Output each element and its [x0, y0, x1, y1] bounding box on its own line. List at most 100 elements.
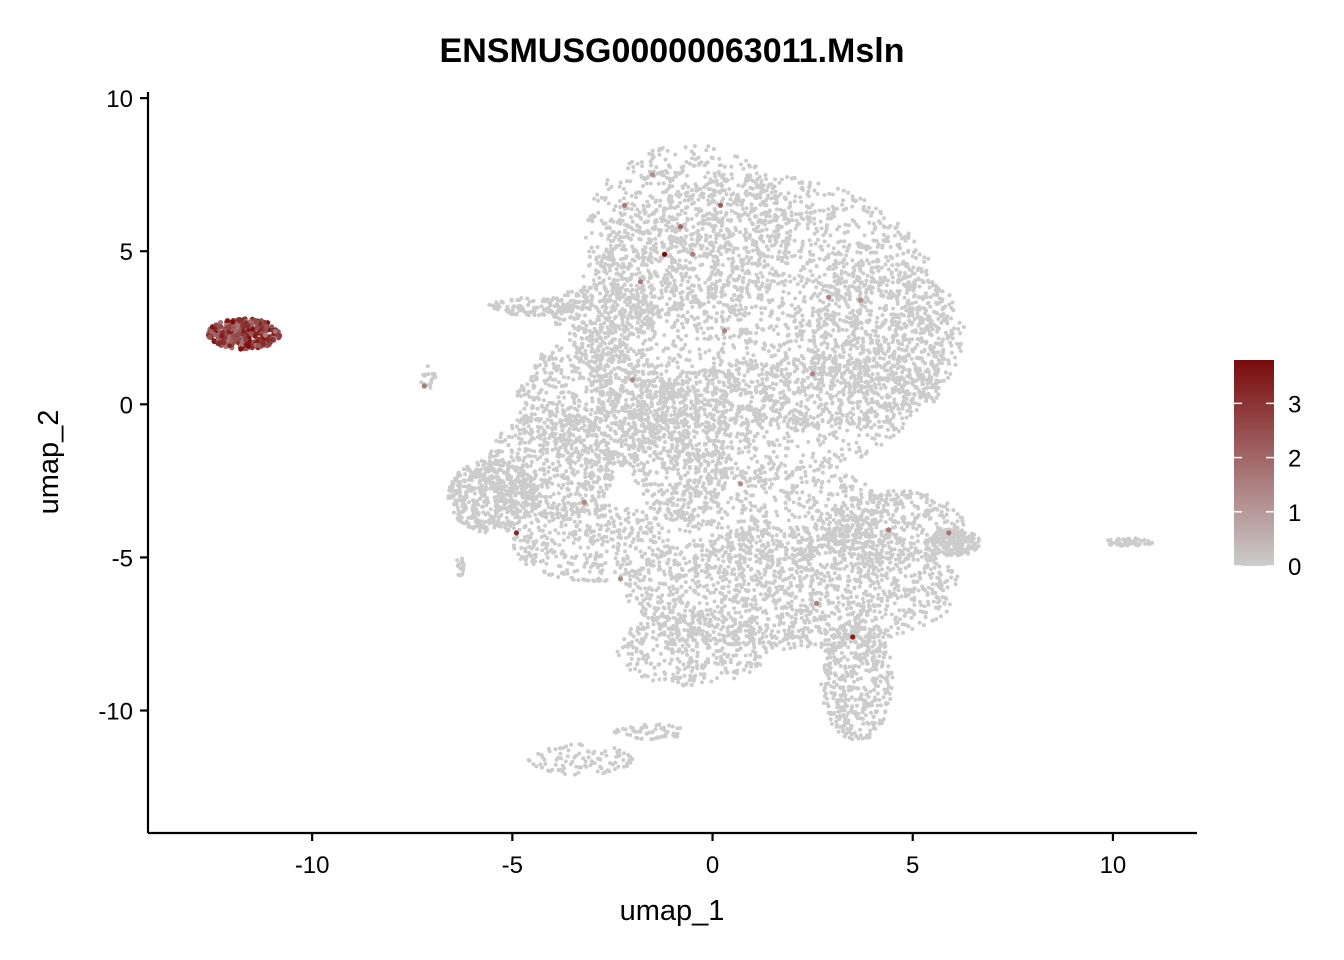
cell-point — [682, 198, 687, 203]
cell-point — [676, 365, 681, 370]
cell-point — [684, 234, 688, 239]
cell-point — [572, 342, 576, 347]
cell-point — [840, 453, 845, 457]
cell-point — [608, 218, 613, 223]
cell-point — [912, 250, 917, 255]
cell-point — [878, 343, 883, 348]
cell-point — [706, 198, 711, 203]
cell-point — [953, 355, 957, 360]
cell-point — [695, 238, 700, 242]
cell-point — [708, 234, 713, 239]
cell-point — [825, 345, 830, 350]
cell-point — [560, 403, 565, 408]
cell-point — [633, 311, 638, 316]
cell-point — [777, 255, 782, 260]
cell-point — [697, 161, 702, 166]
cell-point — [893, 319, 898, 324]
cell-point — [586, 343, 591, 348]
cell-point — [768, 313, 773, 318]
cell-point — [609, 255, 614, 260]
cell-point — [801, 318, 805, 323]
cell-point — [913, 300, 918, 305]
cell-point — [738, 329, 743, 334]
cell-point — [730, 470, 735, 475]
cell-point — [936, 367, 941, 372]
cell-point — [848, 347, 853, 352]
cell-point — [615, 294, 620, 298]
cell-point — [822, 272, 827, 277]
cell-point — [613, 314, 618, 319]
cell-point — [782, 283, 787, 288]
cell-point — [800, 239, 805, 244]
cell-point — [674, 269, 679, 274]
cell-point — [680, 290, 685, 294]
cell-point — [687, 349, 692, 354]
cell-point — [900, 416, 905, 421]
cell-point — [715, 258, 720, 263]
cell-point — [938, 313, 943, 318]
cell-point — [547, 400, 552, 405]
cell-point — [572, 401, 577, 406]
cell-point — [706, 252, 710, 256]
cell-point — [729, 440, 734, 445]
cell-point — [598, 322, 603, 327]
cell-point — [746, 282, 751, 287]
cell-point — [566, 354, 570, 359]
cell-point — [934, 350, 939, 355]
cell-point — [690, 289, 695, 293]
cell-point — [721, 245, 726, 250]
cell-point — [640, 348, 645, 352]
cell-point — [634, 195, 638, 200]
cell-point — [683, 241, 688, 246]
cell-point — [697, 369, 702, 374]
cell-point — [563, 293, 568, 298]
cell-point — [880, 313, 885, 318]
cell-point — [767, 214, 772, 219]
cell-point — [681, 245, 686, 250]
cell-point — [835, 370, 840, 374]
cell-point — [945, 319, 950, 324]
cell-point — [725, 178, 730, 183]
cell-point — [706, 295, 711, 300]
cell-point — [804, 281, 809, 285]
cell-point — [676, 189, 680, 194]
cell-point — [925, 323, 930, 328]
cell-point — [637, 236, 642, 241]
cell-point — [626, 266, 631, 271]
cell-point — [607, 276, 612, 281]
cell-point — [687, 161, 692, 166]
cell-point — [700, 214, 705, 219]
cell-point — [925, 367, 930, 372]
cell-point — [794, 218, 799, 223]
cell-point — [608, 402, 613, 407]
cell-point — [737, 298, 742, 303]
cell-point — [859, 321, 864, 326]
cell-point — [744, 193, 749, 198]
cell-point — [616, 459, 621, 464]
cell-point — [673, 260, 678, 264]
cell-point — [764, 429, 769, 434]
cell-point — [845, 229, 850, 234]
cell-point — [866, 205, 871, 210]
cell-point — [754, 304, 758, 309]
cell-point — [847, 353, 852, 358]
cell-point — [827, 267, 832, 271]
cell-point — [896, 263, 901, 267]
cell-point — [814, 263, 819, 268]
cell-point — [645, 199, 650, 204]
cell-point — [645, 241, 650, 245]
cell-point — [656, 314, 661, 319]
cell-point — [586, 377, 591, 382]
cell-point — [907, 340, 912, 345]
cell-point — [902, 332, 907, 337]
cell-point — [886, 258, 891, 263]
cell-point — [927, 285, 932, 290]
cell-point — [890, 280, 895, 285]
cell-point — [654, 207, 659, 212]
cell-point — [859, 326, 864, 331]
cell-point — [620, 463, 625, 468]
cell-point — [924, 341, 928, 346]
cell-point — [657, 233, 661, 238]
cell-point — [793, 428, 798, 433]
cell-point — [900, 261, 905, 266]
